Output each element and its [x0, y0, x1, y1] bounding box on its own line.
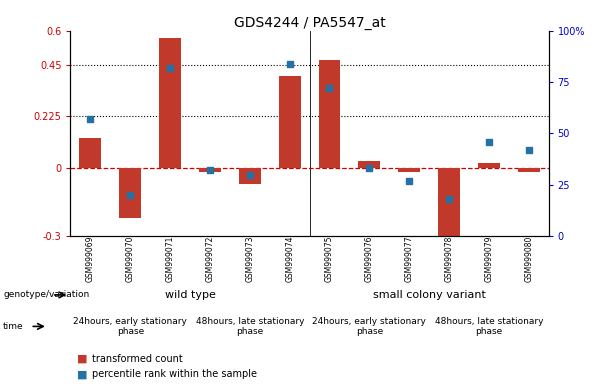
Text: 48hours, late stationary
phase: 48hours, late stationary phase: [435, 317, 543, 336]
Text: GSM999069: GSM999069: [86, 236, 95, 282]
Bar: [438, 168, 460, 255]
Text: wild type: wild type: [165, 290, 215, 300]
Text: GSM999072: GSM999072: [205, 236, 215, 282]
Point: [364, 165, 374, 171]
Point: [325, 85, 335, 91]
Text: time: time: [3, 322, 24, 331]
Point: [484, 139, 494, 145]
Text: ■: ■: [77, 354, 87, 364]
Point: [245, 171, 255, 177]
Text: 24hours, early stationary
phase: 24hours, early stationary phase: [74, 317, 187, 336]
Bar: [518, 168, 539, 172]
Point: [444, 196, 454, 202]
Point: [284, 61, 294, 67]
Text: ■: ■: [77, 369, 87, 379]
Text: GSM999076: GSM999076: [365, 236, 374, 282]
Text: 24hours, early stationary
phase: 24hours, early stationary phase: [313, 317, 426, 336]
Text: GSM999080: GSM999080: [524, 236, 533, 282]
Point: [524, 147, 533, 153]
Point: [405, 178, 414, 184]
Bar: [279, 76, 300, 168]
Point: [166, 65, 175, 71]
Text: GSM999074: GSM999074: [285, 236, 294, 282]
Bar: [239, 168, 261, 184]
Text: GSM999070: GSM999070: [126, 236, 135, 282]
Bar: [478, 163, 500, 168]
Text: percentile rank within the sample: percentile rank within the sample: [92, 369, 257, 379]
Title: GDS4244 / PA5547_at: GDS4244 / PA5547_at: [234, 16, 386, 30]
Point: [205, 167, 215, 174]
Text: GSM999075: GSM999075: [325, 236, 334, 282]
Point: [86, 116, 96, 122]
Text: small colony variant: small colony variant: [373, 290, 485, 300]
Bar: [80, 138, 101, 168]
Text: 48hours, late stationary
phase: 48hours, late stationary phase: [196, 317, 304, 336]
Bar: [159, 38, 181, 168]
Text: GSM999078: GSM999078: [444, 236, 454, 282]
Bar: [359, 161, 380, 168]
Text: GSM999073: GSM999073: [245, 236, 254, 282]
Bar: [319, 60, 340, 168]
Text: genotype/variation: genotype/variation: [3, 290, 89, 300]
Bar: [199, 168, 221, 172]
Bar: [120, 168, 141, 218]
Text: GSM999077: GSM999077: [405, 236, 414, 282]
Text: GSM999079: GSM999079: [484, 236, 493, 282]
Text: transformed count: transformed count: [92, 354, 183, 364]
Point: [125, 192, 135, 198]
Text: GSM999071: GSM999071: [166, 236, 175, 282]
Bar: [398, 168, 420, 172]
